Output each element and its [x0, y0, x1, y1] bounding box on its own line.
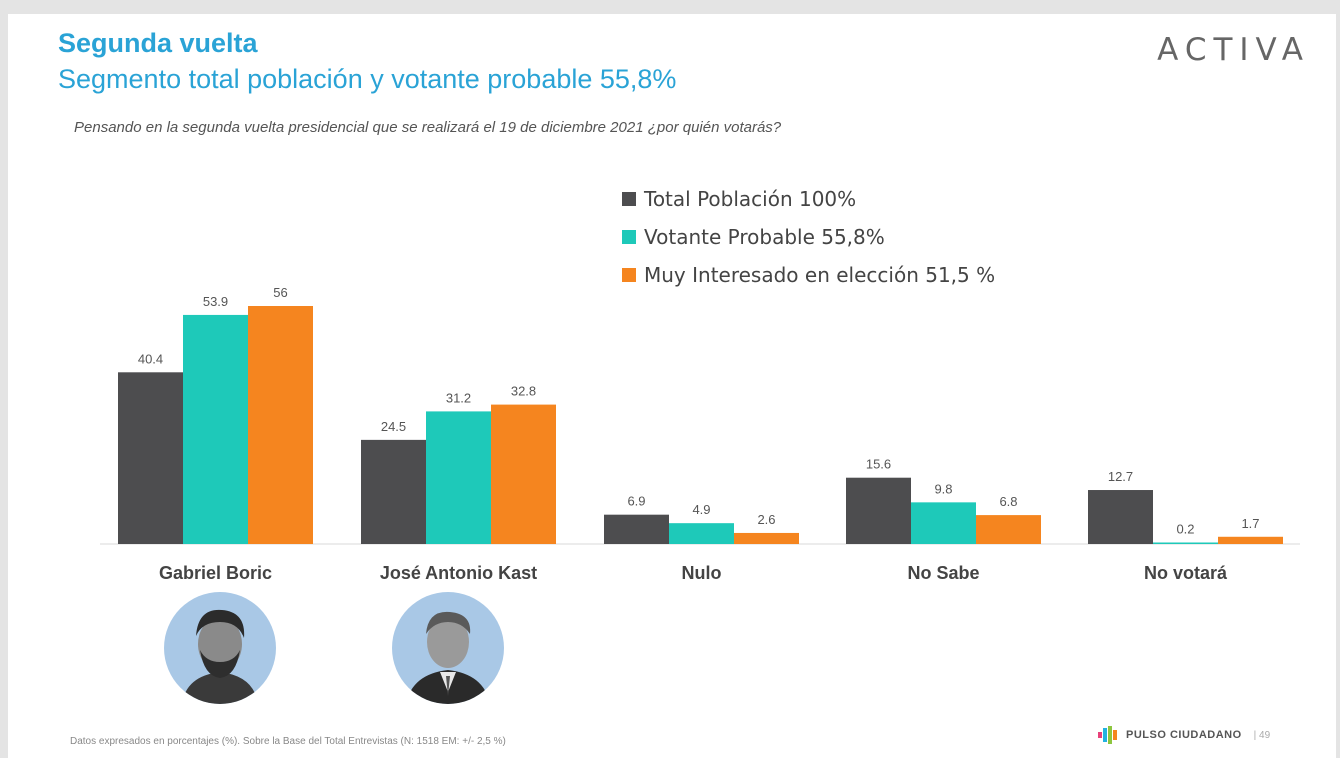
legend-swatch-interesado [622, 268, 636, 282]
bar-interesado-1 [491, 404, 556, 544]
bar-total-2 [604, 514, 669, 544]
page-number: | 49 [1253, 729, 1271, 741]
category-label-3: No Sabe [907, 563, 979, 583]
candidate-boric-photo [164, 592, 276, 704]
legend-item-total: Total Población 100% [622, 180, 995, 218]
data-label-total-2: 6.9 [627, 494, 645, 509]
legend-item-votante: Votante Probable 55,8% [622, 218, 995, 256]
bar-total-0 [118, 372, 183, 544]
bar-interesado-4 [1218, 536, 1283, 544]
bar-interesado-2 [734, 532, 799, 544]
data-label-total-4: 12.7 [1108, 469, 1133, 484]
bar-votante-1 [426, 411, 491, 544]
category-label-2: Nulo [682, 563, 722, 583]
bar-interesado-0 [248, 306, 313, 544]
data-label-total-1: 24.5 [381, 419, 406, 434]
survey-question: Pensando en la segunda vuelta presidenci… [74, 119, 782, 136]
category-label-1: José Antonio Kast [380, 563, 537, 583]
data-label-interesado-0: 56 [273, 285, 287, 300]
brand-logo: ACTIVA [1157, 32, 1310, 68]
page-subtitle: Segmento total población y votante proba… [58, 64, 677, 94]
bar-interesado-3 [976, 515, 1041, 544]
data-label-interesado-4: 1.7 [1241, 516, 1259, 531]
bar-votante-0 [183, 314, 248, 544]
bar-votante-3 [911, 502, 976, 544]
data-label-votante-1: 31.2 [446, 390, 471, 405]
legend-label-interesado: Muy Interesado en elección 51,5 % [644, 263, 996, 287]
legend-label-votante: Votante Probable 55,8% [644, 225, 885, 249]
data-label-votante-4: 0.2 [1176, 522, 1194, 537]
bar-total-4 [1088, 490, 1153, 544]
data-label-interesado-1: 32.8 [511, 384, 536, 399]
data-label-total-0: 40.4 [138, 351, 163, 366]
chart-legend: Total Población 100% Votante Probable 55… [622, 180, 995, 294]
bar-votante-4 [1153, 542, 1218, 544]
legend-swatch-votante [622, 230, 636, 244]
data-label-votante-3: 9.8 [934, 481, 952, 496]
bar-total-1 [361, 439, 426, 544]
footer-logo-text: PULSO CIUDADANO [1126, 729, 1242, 741]
bar-total-3 [846, 477, 911, 544]
legend-swatch-total [622, 192, 636, 206]
footer-logo: PULSO CIUDADANO | 49 [1098, 726, 1270, 744]
data-label-total-3: 15.6 [866, 457, 891, 472]
data-label-interesado-2: 2.6 [757, 512, 775, 527]
data-label-votante-2: 4.9 [692, 502, 710, 517]
pulso-ciudadano-icon [1098, 726, 1117, 744]
bar-votante-2 [669, 523, 734, 544]
page-title: Segunda vuelta [58, 28, 258, 58]
category-label-0: Gabriel Boric [159, 563, 272, 583]
candidate-kast-photo [392, 592, 504, 704]
legend-label-total: Total Población 100% [644, 187, 857, 211]
footer-note: Datos expresados en porcentajes (%). Sob… [70, 736, 506, 747]
category-label-4: No votará [1144, 563, 1228, 583]
legend-item-interesado: Muy Interesado en elección 51,5 % [622, 256, 995, 294]
data-label-votante-0: 53.9 [203, 294, 228, 309]
data-label-interesado-3: 6.8 [999, 494, 1017, 509]
